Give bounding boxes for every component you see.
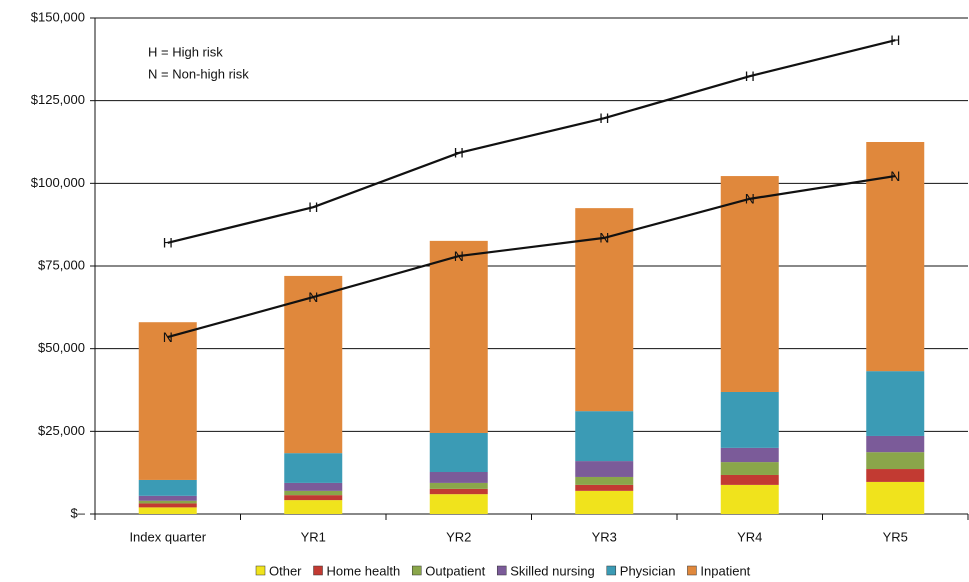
legend-label: Home health bbox=[327, 563, 401, 578]
x-tick-label: YR4 bbox=[737, 529, 762, 544]
legend-label: Physician bbox=[620, 563, 676, 578]
bar-segment bbox=[575, 461, 634, 477]
x-tick-label: YR2 bbox=[446, 529, 471, 544]
legend-label: Inpatient bbox=[700, 563, 750, 578]
line bbox=[167, 39, 896, 244]
bar-segment bbox=[138, 479, 197, 496]
x-tick-label: YR3 bbox=[592, 529, 617, 544]
bar-segment bbox=[284, 453, 343, 483]
line-marker: H bbox=[745, 68, 755, 84]
bar-segment bbox=[284, 275, 343, 454]
legend-swatch bbox=[606, 565, 617, 576]
line-marker: H bbox=[890, 32, 900, 48]
bar-segment bbox=[575, 484, 634, 491]
bar-segment bbox=[138, 503, 197, 508]
x-tick-label: YR5 bbox=[883, 529, 908, 544]
bar-segment bbox=[429, 432, 488, 473]
bar-segment bbox=[284, 490, 343, 496]
bar-segment bbox=[866, 371, 925, 436]
x-tick-label: YR1 bbox=[301, 529, 326, 544]
legend-swatch bbox=[687, 565, 697, 576]
bar-segment bbox=[284, 482, 343, 491]
line-marker: H bbox=[163, 235, 173, 251]
y-tick-label: $50,000 bbox=[38, 340, 85, 355]
line bbox=[167, 174, 896, 339]
line-marker: H bbox=[454, 145, 464, 161]
bar-segment bbox=[720, 176, 779, 392]
bar-segment bbox=[866, 481, 925, 514]
bar-segment bbox=[138, 500, 197, 504]
bar-segment bbox=[429, 240, 488, 433]
legend-swatch bbox=[496, 565, 507, 576]
y-tick-label: $– bbox=[71, 505, 86, 520]
bar-segment bbox=[866, 469, 925, 482]
bar-segment bbox=[138, 322, 197, 480]
bar-segment bbox=[575, 490, 634, 514]
bar-segment bbox=[720, 484, 779, 514]
bar-segment bbox=[429, 488, 488, 495]
line-marker: H bbox=[599, 110, 609, 126]
bar-segment bbox=[575, 411, 634, 462]
line-marker: N bbox=[454, 248, 464, 264]
legend-swatch bbox=[255, 565, 266, 576]
x-tick-label: Index quarter bbox=[129, 529, 206, 544]
bar-segment bbox=[284, 495, 343, 501]
y-tick-label: $25,000 bbox=[38, 423, 85, 438]
line-marker: N bbox=[599, 230, 609, 246]
bar-segment bbox=[575, 208, 634, 412]
line-marker: N bbox=[890, 168, 900, 184]
line-marker: N bbox=[163, 329, 173, 345]
y-tick-label: $75,000 bbox=[38, 257, 85, 272]
line-marker: N bbox=[308, 289, 318, 305]
y-tick-label: $125,000 bbox=[31, 92, 85, 107]
y-tick-label: $150,000 bbox=[31, 9, 85, 24]
annotation: H = High risk bbox=[148, 44, 223, 59]
legend-swatch bbox=[411, 565, 422, 576]
line-marker: N bbox=[745, 191, 755, 207]
bar-segment bbox=[720, 474, 779, 485]
legend-swatch bbox=[313, 565, 323, 576]
bar-segment bbox=[429, 494, 488, 514]
legend-label: Outpatient bbox=[425, 563, 485, 578]
bar-segment bbox=[720, 462, 779, 475]
annotation: N = Non-high risk bbox=[148, 66, 249, 81]
bar-segment bbox=[720, 391, 779, 448]
bar-segment bbox=[429, 472, 488, 483]
bar-segment bbox=[720, 447, 779, 463]
bar-segment bbox=[575, 476, 634, 485]
bar-segment bbox=[429, 482, 488, 489]
bar-segment bbox=[866, 452, 925, 470]
bar-segment bbox=[284, 500, 343, 514]
bar-segment bbox=[138, 495, 197, 501]
legend-label: Skilled nursing bbox=[510, 563, 595, 578]
bar-segment bbox=[866, 435, 925, 453]
line-marker: H bbox=[308, 199, 318, 215]
bar-segment bbox=[138, 507, 197, 514]
y-tick-label: $100,000 bbox=[31, 175, 85, 190]
legend-label: Other bbox=[269, 563, 302, 578]
